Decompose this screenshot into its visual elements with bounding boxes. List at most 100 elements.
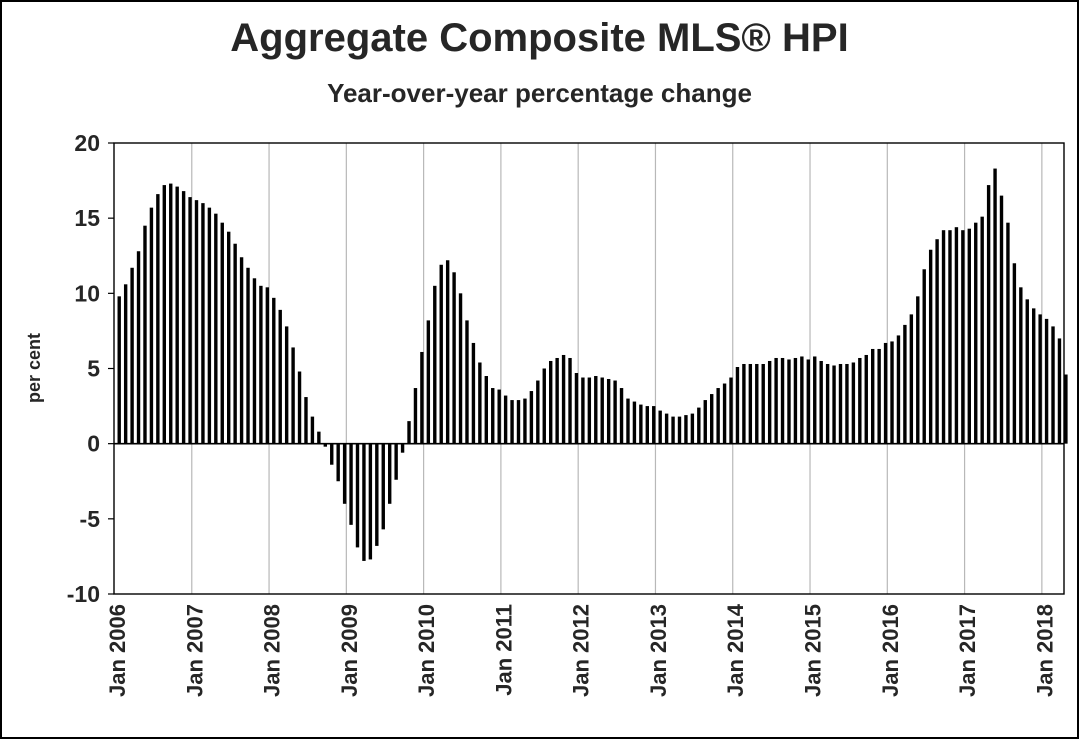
bar [806, 359, 810, 444]
gridlines [191, 143, 1043, 594]
bar [883, 342, 888, 444]
chart-subtitle: Year-over-year percentage change [327, 78, 752, 108]
bar [484, 376, 488, 444]
bar [491, 388, 495, 444]
bar [1019, 287, 1023, 444]
bar [1025, 299, 1029, 444]
bar [1038, 314, 1042, 444]
bar [922, 269, 926, 444]
bar [999, 195, 1004, 444]
bar [935, 239, 939, 444]
bar [851, 362, 856, 444]
bar [568, 357, 572, 444]
bar [845, 363, 849, 444]
bar [407, 421, 411, 444]
bar [1044, 318, 1049, 444]
bar [458, 293, 463, 444]
bar [896, 335, 901, 444]
bar [780, 357, 785, 444]
bar [272, 297, 276, 444]
bar [632, 401, 637, 444]
bar [388, 443, 392, 504]
y-tick-labels: -10 -5 0 5 10 15 20 [67, 130, 100, 607]
bar [639, 404, 643, 444]
bar [201, 203, 205, 444]
bar [890, 341, 894, 444]
y-axis-label: per cent [24, 333, 44, 403]
bar [330, 443, 334, 465]
bar [864, 354, 868, 444]
bar [529, 391, 534, 444]
bar [323, 443, 327, 447]
bar [600, 377, 604, 444]
bar [684, 415, 688, 444]
bar [188, 197, 192, 444]
bar [1064, 374, 1068, 444]
bar [909, 314, 914, 444]
x-tick-label: Jan 2018 [1032, 604, 1057, 697]
x-tick-label: Jan 2011 [491, 604, 516, 696]
axes [108, 142, 1065, 595]
x-tick-label: Jan 2008 [260, 604, 285, 697]
bar [169, 183, 173, 444]
bar [710, 394, 714, 444]
bar [928, 249, 933, 444]
y-tick-label: -10 [67, 581, 100, 607]
bar [445, 260, 450, 444]
bar [465, 320, 469, 444]
bar [748, 363, 753, 444]
bar [342, 443, 347, 504]
bar [239, 257, 244, 444]
bar [130, 267, 134, 444]
bar [735, 367, 740, 444]
bar [858, 357, 862, 444]
bar [574, 373, 579, 444]
y-tick-label: 15 [74, 205, 100, 231]
bar [433, 285, 437, 444]
bar [156, 194, 160, 444]
bar [143, 225, 147, 444]
bar [297, 371, 302, 444]
x-tick-label: Jan 2006 [105, 604, 130, 697]
bar [497, 389, 501, 444]
bar [549, 360, 553, 444]
bar [284, 326, 289, 444]
bar [478, 362, 482, 444]
y-tick-label: 20 [74, 130, 100, 156]
x-tick-labels: Jan 2006 Jan 2007 Jan 2008 Jan 2009 Jan 2010… [105, 603, 1057, 697]
bar [278, 309, 282, 444]
bar [381, 443, 385, 530]
bar [452, 272, 456, 444]
bar [252, 278, 257, 444]
x-tick-label: Jan 2009 [337, 604, 362, 697]
bar [1032, 308, 1036, 444]
bar [523, 398, 527, 444]
bar [136, 251, 141, 444]
bar [671, 416, 675, 444]
bar [536, 380, 540, 444]
bar [349, 443, 353, 525]
bar [652, 406, 656, 444]
y-tick-label: 0 [87, 431, 100, 457]
bar [697, 407, 701, 444]
y-tick-label: -5 [80, 506, 101, 532]
bar [207, 207, 212, 444]
bar [400, 443, 405, 453]
bar [664, 413, 669, 444]
bar [265, 287, 270, 444]
y-tick-label: 10 [74, 280, 100, 306]
bar [317, 431, 321, 444]
bar [819, 360, 823, 444]
bar [1006, 222, 1010, 444]
x-tick-label: Jan 2007 [182, 604, 207, 697]
bar [761, 363, 765, 444]
bar [767, 360, 772, 444]
bar [967, 228, 971, 444]
bar [594, 376, 598, 444]
bar [916, 296, 920, 444]
bar [729, 377, 733, 444]
x-tick-label: Jan 2017 [955, 604, 980, 697]
bar [838, 363, 843, 444]
bar [542, 368, 546, 444]
bar [510, 400, 514, 444]
